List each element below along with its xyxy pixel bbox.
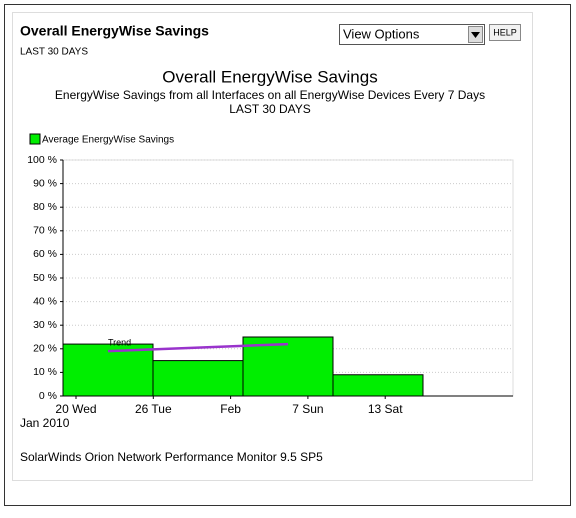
- chart-title: Overall EnergyWise Savings: [162, 67, 377, 86]
- select-box[interactable]: [339, 24, 485, 45]
- x-tick-label: 20 Wed: [55, 402, 96, 416]
- trend-label: Trend: [108, 338, 131, 348]
- y-tick-label: 70 %: [33, 225, 57, 237]
- help-button[interactable]: HELP: [489, 24, 521, 41]
- y-tick-label: 0 %: [39, 390, 57, 402]
- y-tick-label: 10 %: [33, 366, 57, 378]
- select-text[interactable]: View Options: [343, 26, 420, 41]
- chart-subtitle: EnergyWise Savings from all Interfaces o…: [55, 88, 485, 102]
- y-tick-label: 100 %: [27, 154, 57, 166]
- x-sublabel: Jan 2010: [20, 416, 70, 430]
- help-box[interactable]: [489, 24, 521, 41]
- y-tick-label: 60 %: [33, 248, 57, 260]
- y-tick-label: 20 %: [33, 343, 57, 355]
- view-options-select[interactable]: View Options: [339, 24, 485, 45]
- panel-subtitle: LAST 30 DAYS: [20, 47, 88, 58]
- y-tick-label: 40 %: [33, 295, 57, 307]
- bar: [62, 343, 154, 397]
- bar: [242, 336, 334, 397]
- y-tick-label: 90 %: [33, 177, 57, 189]
- help-text[interactable]: HELP: [493, 27, 517, 37]
- y-tick-label: 30 %: [33, 319, 57, 331]
- legend-label: Average EnergyWise Savings: [42, 135, 174, 146]
- x-tick-label: Feb: [220, 402, 241, 416]
- x-tick-label: 13 Sat: [368, 402, 403, 416]
- footer: SolarWinds Orion Network Performance Mon…: [20, 450, 323, 464]
- x-tick-label: 7 Sun: [292, 402, 323, 416]
- bar: [332, 374, 424, 397]
- y-tick-label: 80 %: [33, 201, 57, 213]
- bar: [152, 360, 244, 397]
- select-arrow[interactable]: [471, 32, 480, 38]
- trend-line: [107, 342, 289, 353]
- y-tick-label: 50 %: [33, 272, 57, 284]
- x-tick-label: 26 Tue: [135, 402, 172, 416]
- legend-swatch: [29, 133, 41, 145]
- panel-title: Overall EnergyWise Savings: [20, 23, 209, 39]
- chart-period: LAST 30 DAYS: [229, 102, 311, 116]
